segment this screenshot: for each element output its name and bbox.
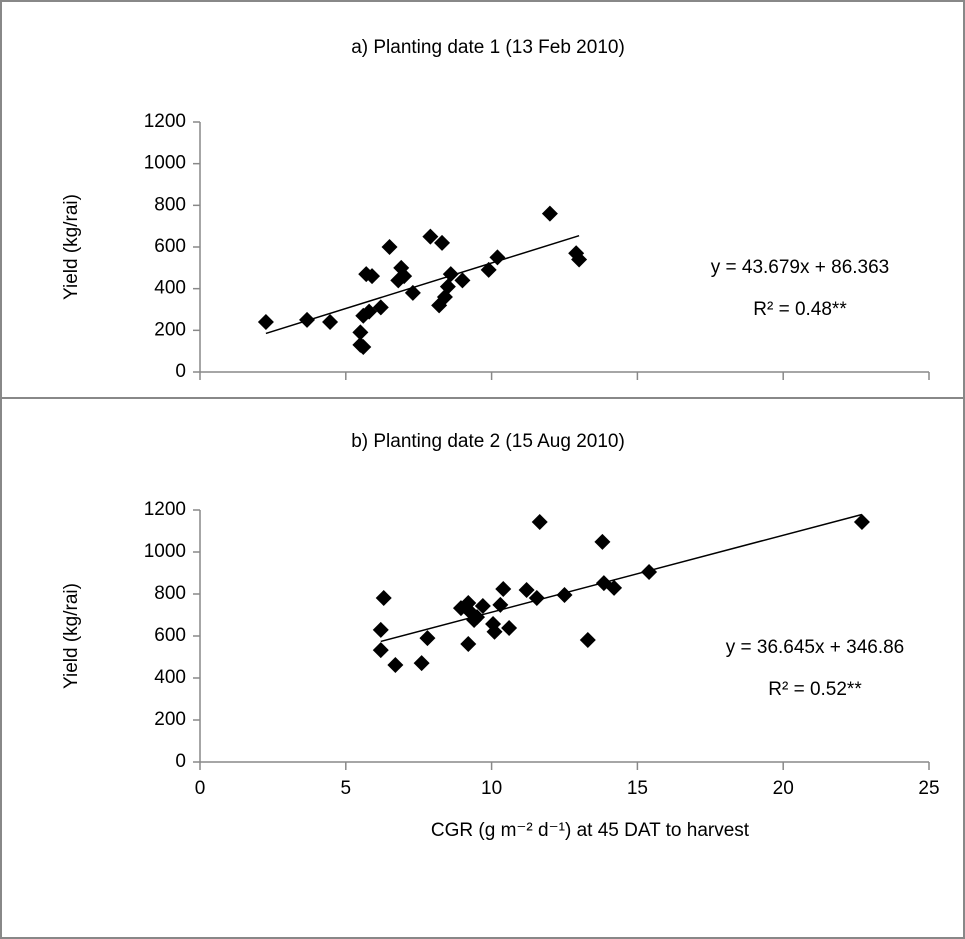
point [579,631,596,648]
point [853,513,870,530]
y-tick-label: 1200 [144,111,186,132]
point [571,251,588,268]
point [486,623,503,640]
trend-line [265,234,580,335]
point [322,314,339,330]
point [387,656,404,673]
y-tick-label: 600 [154,625,186,646]
point [460,635,477,652]
point [501,620,518,637]
x-tick-label: 0 [195,778,206,799]
point [556,587,573,604]
point [489,249,506,266]
point [474,597,491,614]
y-tick-label: 400 [154,278,186,299]
point [541,205,558,222]
point [518,582,535,599]
point [531,513,548,530]
y-tick-label: 600 [154,236,186,257]
point [257,314,274,330]
x-tick-label: 25 [918,778,939,799]
point [413,655,430,672]
point [606,579,623,596]
point [396,268,413,285]
chart-title: a) Planting date 1 (13 Feb 2010) [351,37,625,58]
x-tick-label: 10 [481,778,502,799]
trend-equation: y = 43.679x + 86.363 [711,257,890,278]
y-axis-label: Yield (kg/rai) [61,194,82,300]
point [375,589,392,606]
trend-line [380,513,863,643]
point [381,239,398,255]
point [372,642,389,659]
point [594,533,611,550]
point [352,324,369,341]
point [434,234,451,251]
point [422,228,439,245]
r-squared: R² = 0.52** [768,679,862,700]
point [372,299,389,316]
point [355,339,372,355]
point [364,268,381,285]
y-tick-label: 800 [154,583,186,604]
y-tick-label: 400 [154,667,186,688]
point [454,272,471,289]
x-tick-label: 5 [341,778,352,799]
point [439,278,456,295]
point [495,580,512,597]
trend-equation: y = 36.645x + 346.86 [726,637,905,658]
y-tick-label: 200 [154,709,186,730]
y-axis-label: Yield (kg/rai) [61,583,82,689]
point [372,621,389,638]
point [442,266,459,283]
point [641,563,658,580]
chart-title: b) Planting date 2 (15 Aug 2010) [351,431,625,452]
point [419,630,436,647]
x-axis-label: CGR (g m⁻² d⁻¹) at 45 DAT to harvest [431,820,750,841]
y-tick-label: 1200 [144,499,186,520]
x-tick-label: 15 [627,778,648,799]
y-tick-label: 1000 [144,541,186,562]
y-tick-label: 800 [154,194,186,215]
y-tick-label: 0 [175,361,186,382]
x-tick-label: 20 [773,778,794,799]
point [469,609,486,626]
y-tick-label: 200 [154,319,186,340]
y-tick-label: 0 [175,751,186,772]
r-squared: R² = 0.48** [753,299,847,320]
y-tick-label: 1000 [144,153,186,174]
